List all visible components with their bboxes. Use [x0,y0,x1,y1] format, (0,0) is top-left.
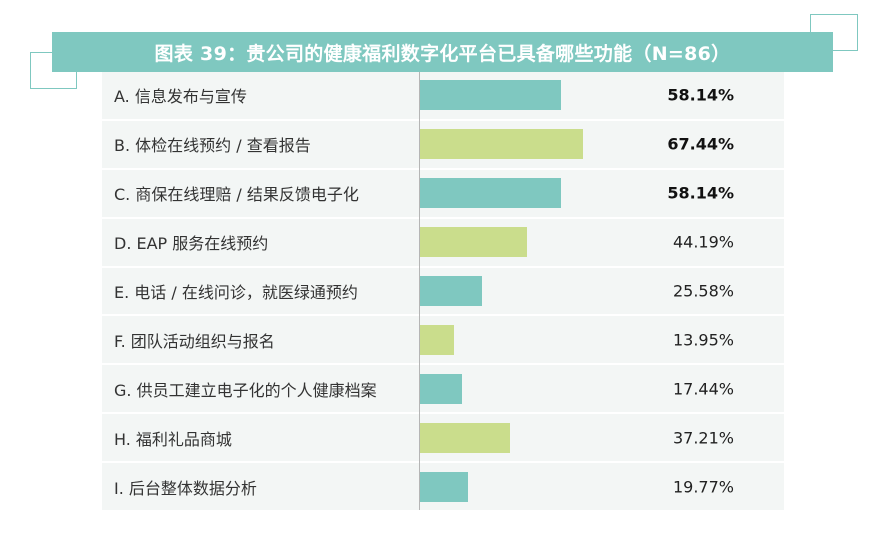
category-axis-line [419,72,420,510]
category-label: B. 体检在线预约 / 查看报告 [114,136,311,156]
chart-title: 图表 39：贵公司的健康福利数字化平台已具备哪些功能（N=86） [154,42,731,65]
bar [420,422,511,453]
table-row: D. EAP 服务在线预约 44.19% [102,218,784,266]
bar [420,471,468,502]
bar [420,178,561,209]
category-label: D. EAP 服务在线预约 [114,234,269,254]
chart-title-banner: 图表 39：贵公司的健康福利数字化平台已具备哪些功能（N=86） [52,32,833,72]
value-label: 58.14% [667,85,734,105]
table-row: B. 体检在线预约 / 查看报告 67.44% [102,120,784,168]
table-row: I. 后台整体数据分析 19.77% [102,463,784,511]
value-label: 58.14% [667,183,734,203]
bar-table: A. 信息发布与宣传 58.14% B. 体检在线预约 / 查看报告 67.44% C.… [102,72,784,511]
bar [420,129,584,160]
table-row: F. 团队活动组织与报名 13.95% [102,316,784,364]
category-label: F. 团队活动组织与报名 [114,331,275,351]
bar [420,276,482,306]
bar [420,373,463,404]
category-label: C. 商保在线理赔 / 结果反馈电子化 [114,185,359,205]
bar [420,324,454,355]
table-row: E. 电话 / 在线问诊，就医绿通预约 25.58% [102,267,784,315]
category-label: I. 后台整体数据分析 [114,478,257,498]
category-label: E. 电话 / 在线问诊，就医绿通预约 [114,283,358,302]
table-row: C. 商保在线理赔 / 结果反馈电子化 58.14% [102,169,784,217]
value-label: 17.44% [672,379,734,399]
value-label: 37.21% [672,428,734,448]
value-label: 13.95% [672,330,734,350]
value-label: 44.19% [672,232,734,252]
table-row: A. 信息发布与宣传 58.14% [102,72,784,119]
bar [420,227,527,258]
category-label: A. 信息发布与宣传 [114,87,247,107]
table-row: H. 福利礼品商城 37.21% [102,414,784,462]
value-label: 67.44% [667,134,734,154]
value-label: 25.58% [672,281,734,301]
category-label: H. 福利礼品商城 [114,429,232,449]
table-row: G. 供员工建立电子化的个人健康档案 17.44% [102,365,784,413]
category-label: G. 供员工建立电子化的个人健康档案 [114,380,377,400]
bar [420,80,561,111]
value-label: 19.77% [672,477,734,497]
